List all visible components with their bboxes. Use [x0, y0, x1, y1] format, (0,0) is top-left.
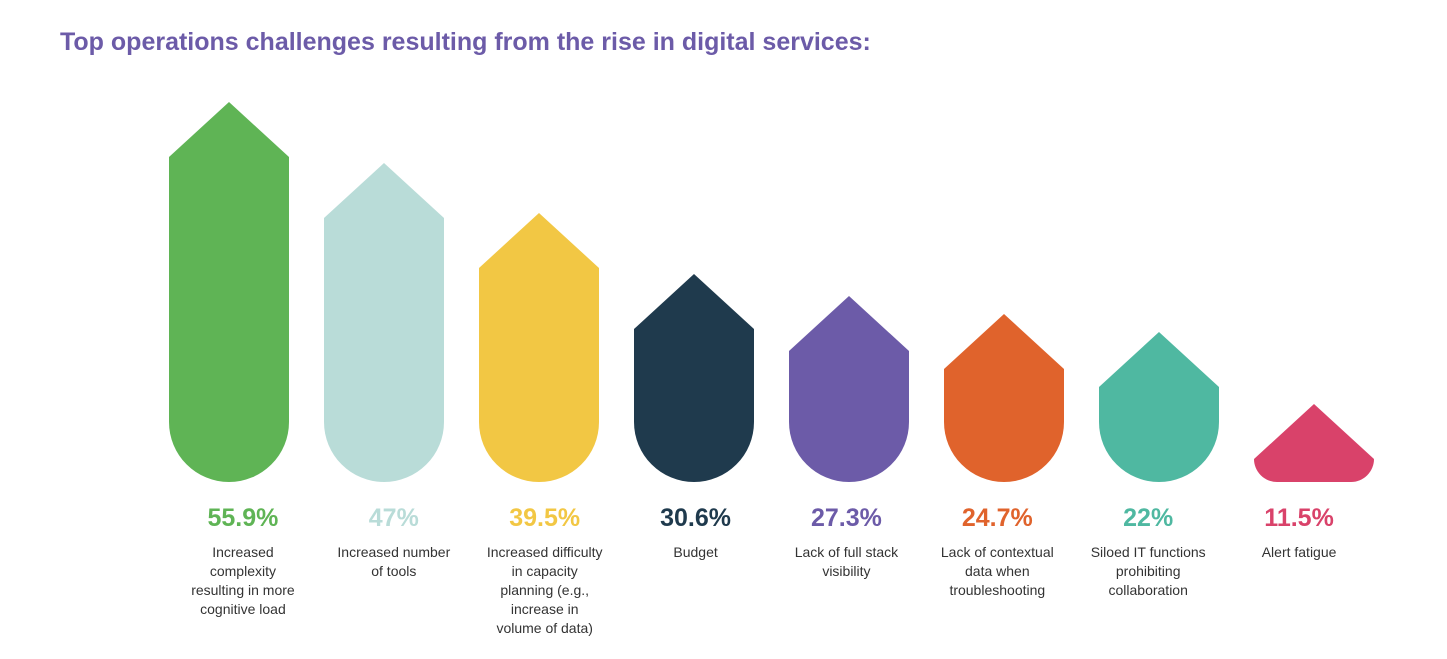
bar-item-6 — [1099, 332, 1219, 482]
bar-item-2 — [479, 213, 599, 482]
bar-item-3 — [634, 274, 754, 482]
description-label: Increased complexity resulting in more c… — [185, 543, 301, 619]
label-group-5: 24.7% Lack of contextual data when troubl… — [939, 504, 1055, 637]
label-group-0: 55.9% Increased complexity resulting in m… — [185, 504, 301, 637]
description-label: Lack of full stack visibility — [789, 543, 905, 581]
bar-body — [479, 268, 599, 482]
label-group-1: 47% Increased number of tools — [336, 504, 452, 637]
bar-item-4 — [789, 296, 909, 482]
percentage-label: 30.6% — [660, 504, 731, 533]
bar-shape — [479, 213, 599, 482]
description-label: Siloed IT functions prohibiting collabor… — [1090, 543, 1206, 600]
description-label: Increased difficulty in capacity plannin… — [487, 543, 603, 637]
bar-body — [944, 369, 1064, 482]
chart-labels-container: 55.9% Increased complexity resulting in m… — [185, 504, 1357, 637]
bar-point-icon — [1099, 332, 1219, 387]
bar-point-icon — [169, 102, 289, 157]
percentage-label: 27.3% — [811, 504, 882, 533]
bar-point-icon — [789, 296, 909, 351]
chart-bars-container — [185, 102, 1357, 482]
description-label: Budget — [673, 543, 717, 562]
bar-shape — [169, 102, 289, 482]
bar-point-icon — [634, 274, 754, 329]
percentage-label: 11.5% — [1264, 504, 1334, 533]
bar-body — [634, 329, 754, 482]
description-label: Increased number of tools — [336, 543, 452, 581]
percentage-label: 24.7% — [962, 504, 1033, 533]
label-group-4: 27.3% Lack of full stack visibility — [789, 504, 905, 637]
chart-title: Top operations challenges resulting from… — [60, 28, 1387, 57]
bar-item-1 — [324, 163, 444, 482]
bar-item-5 — [944, 314, 1064, 482]
bar-shape — [324, 163, 444, 482]
percentage-label: 47% — [369, 504, 419, 533]
percentage-label: 55.9% — [207, 504, 278, 533]
bar-body — [789, 351, 909, 482]
bar-body — [1099, 387, 1219, 482]
label-group-6: 22% Siloed IT functions prohibiting colla… — [1090, 504, 1206, 637]
label-group-2: 39.5% Increased difficulty in capacity pl… — [487, 504, 603, 637]
bar-shape — [1254, 404, 1374, 482]
bar-point-icon — [944, 314, 1064, 369]
description-label: Alert fatigue — [1262, 543, 1337, 562]
bar-shape — [634, 274, 754, 482]
bar-shape — [789, 296, 909, 482]
label-group-7: 11.5% Alert fatigue — [1241, 504, 1357, 637]
description-label: Lack of contextual data when troubleshoo… — [939, 543, 1055, 600]
percentage-label: 22% — [1123, 504, 1173, 533]
bar-shape — [944, 314, 1064, 482]
bar-point-icon — [324, 163, 444, 218]
label-group-3: 30.6% Budget — [638, 504, 754, 637]
bar-shape — [1099, 332, 1219, 482]
bar-point-icon — [479, 213, 599, 268]
bar-item-0 — [169, 102, 289, 482]
percentage-label: 39.5% — [509, 504, 580, 533]
bar-body — [324, 218, 444, 482]
bar-body — [1254, 459, 1374, 482]
bar-body — [169, 157, 289, 482]
bar-point-icon — [1254, 404, 1374, 459]
bar-item-7 — [1254, 404, 1374, 482]
